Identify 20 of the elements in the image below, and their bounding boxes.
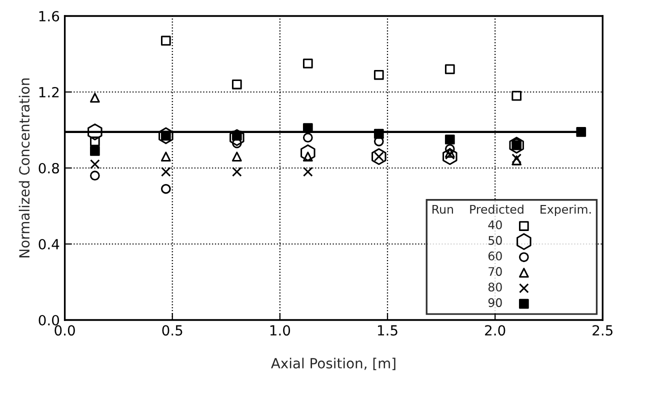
y-tick-label: 0.4 [38,238,60,250]
y-tick-label: 0.0 [38,314,60,326]
x-tick-label: 1.0 [270,325,290,336]
legend-label: 60 [488,251,502,260]
y-tick-label: 1.2 [39,86,59,98]
legend-title: Run Predicted Experim. [432,204,591,216]
x-tick-label: 0.5 [162,325,182,336]
x-tick-label: 0.0 [54,325,75,336]
y-axis-title: Normalized Concentration [18,78,30,258]
x-tick-label: 1.5 [378,325,398,336]
x-tick-label: 2.5 [592,325,612,336]
y-tick-label: 0.8 [38,162,59,174]
legend-label: 50 [488,236,502,245]
legend-label: 70 [488,267,502,276]
x-tick-label: 2.0 [485,325,506,336]
legend-label: 90 [488,298,502,308]
x-axis-title: Axial Position, [m] [271,358,396,370]
y-tick-label: 1.6 [39,10,60,22]
legend-label: 80 [488,282,502,292]
legend-label: 40 [488,220,502,230]
